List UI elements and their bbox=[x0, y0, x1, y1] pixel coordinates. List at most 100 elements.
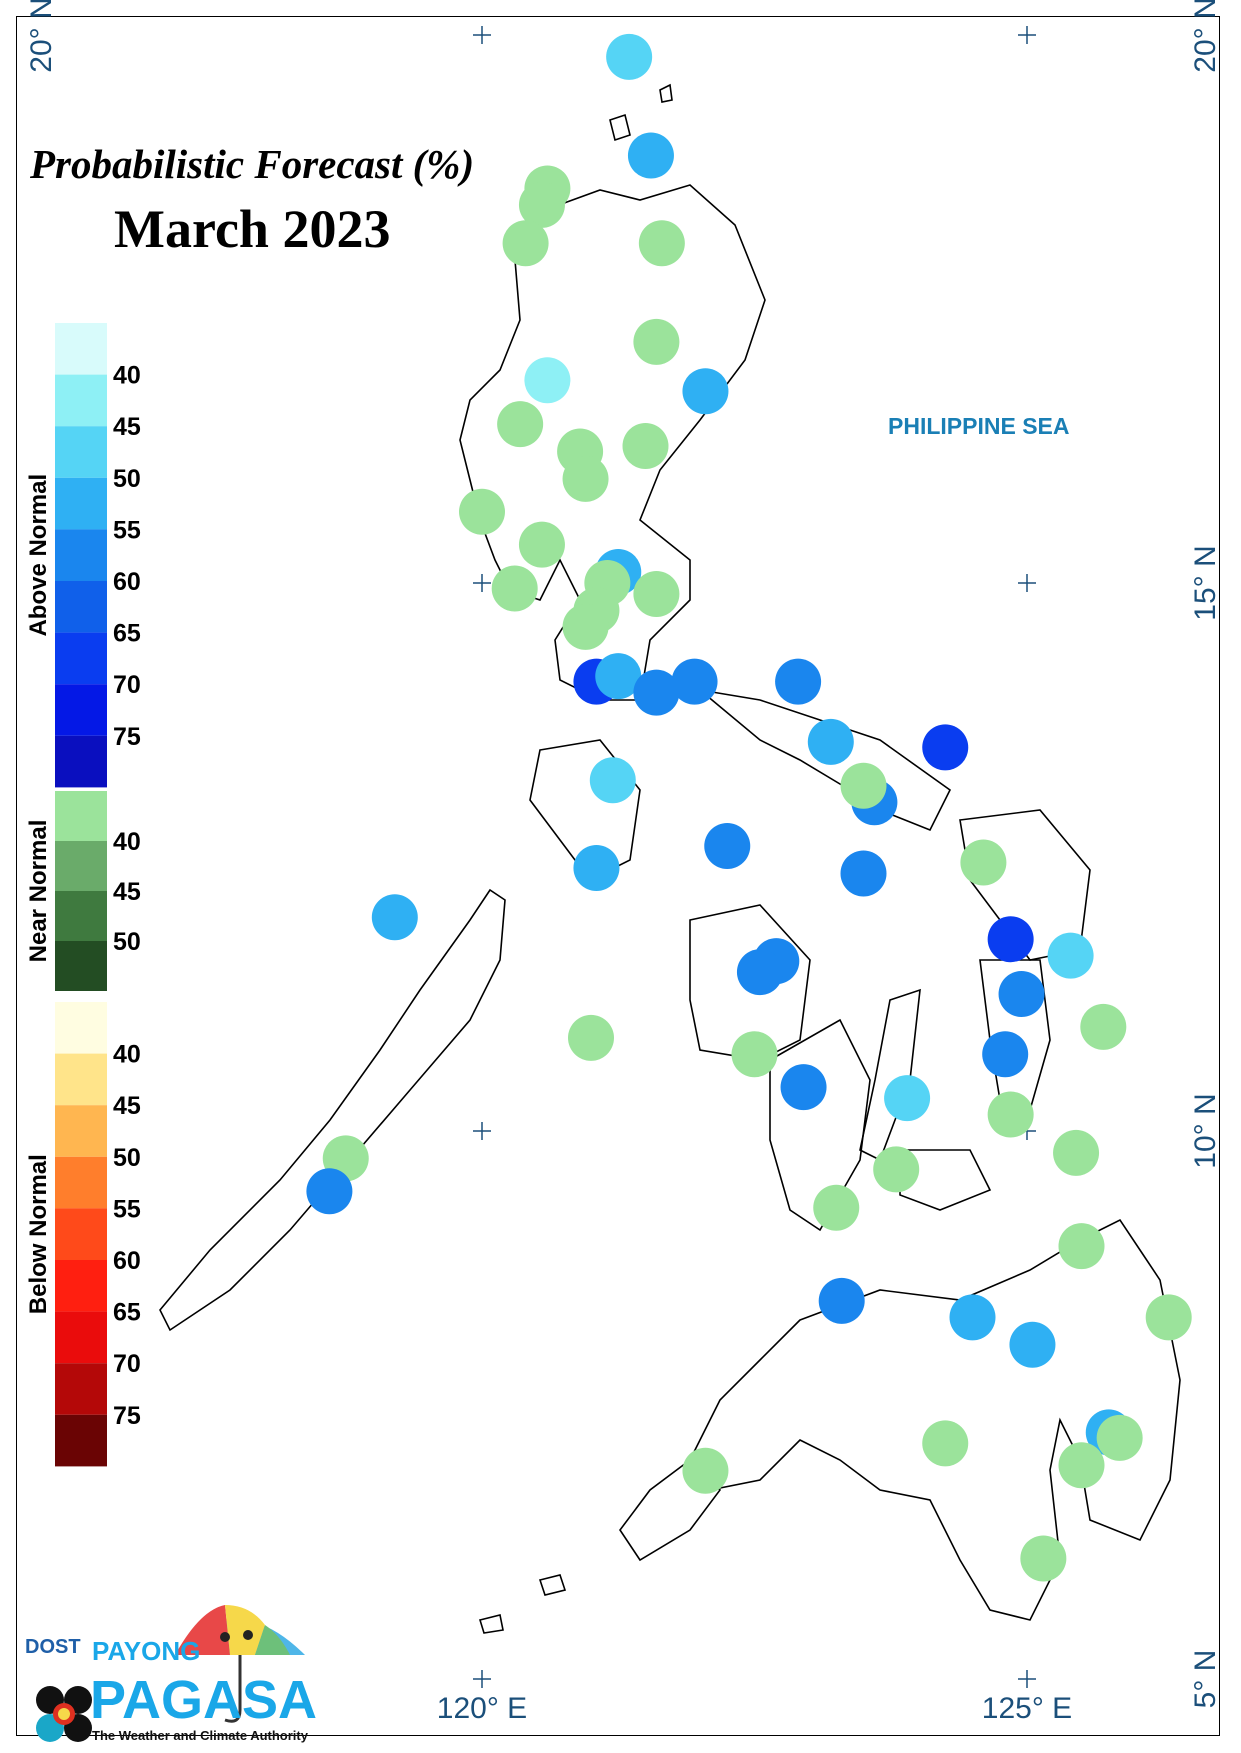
lat-label: 15° N bbox=[1189, 545, 1222, 620]
legend-group-title: Near Normal bbox=[25, 820, 52, 963]
station-marker-above bbox=[922, 724, 969, 771]
legend-label: 50 bbox=[113, 1144, 141, 1172]
umbrella-icon bbox=[175, 1605, 305, 1723]
lon-label: 125° E bbox=[982, 1692, 1072, 1725]
station-marker-near bbox=[1053, 1129, 1100, 1176]
map-frame bbox=[16, 16, 1220, 1736]
lon-label: 120° E bbox=[437, 1692, 527, 1725]
station-marker-above bbox=[987, 916, 1034, 963]
legend-label: 70 bbox=[113, 671, 141, 699]
legend-swatch bbox=[55, 581, 107, 633]
station-marker-above bbox=[682, 368, 729, 415]
station-marker-above bbox=[736, 949, 783, 996]
legend-group-title: Above Normal bbox=[25, 474, 52, 637]
station-marker-above bbox=[840, 850, 887, 897]
legend-swatch bbox=[55, 374, 107, 427]
legend-swatch bbox=[55, 1002, 107, 1054]
dost-emblem-icon bbox=[36, 1686, 92, 1742]
station-marker-near bbox=[1096, 1414, 1143, 1461]
legend-label: 60 bbox=[113, 1247, 141, 1275]
legend-swatch bbox=[55, 323, 107, 375]
station-marker-near bbox=[960, 839, 1007, 886]
coastline bbox=[159, 83, 1181, 1634]
station-markers bbox=[306, 33, 1192, 1582]
station-marker-above bbox=[1009, 1321, 1056, 1368]
station-marker-near bbox=[731, 1031, 778, 1078]
station-marker-above bbox=[627, 132, 674, 179]
station-marker-above bbox=[818, 1277, 865, 1324]
legend-label: 45 bbox=[113, 1092, 141, 1120]
axis-labels: 20° N 20° N 15° N 10° N 5° N 120° E 125° E bbox=[25, 0, 1222, 1725]
legend-swatch bbox=[55, 891, 107, 941]
legend-label: 60 bbox=[113, 568, 141, 596]
legend-group-title: Below Normal bbox=[25, 1154, 52, 1314]
station-marker-above bbox=[884, 1075, 931, 1122]
station-marker-above bbox=[633, 669, 680, 716]
legend-swatch bbox=[55, 1311, 107, 1364]
legend-label: 40 bbox=[113, 362, 141, 390]
station-marker-near bbox=[518, 521, 565, 568]
legend-swatch bbox=[55, 632, 107, 685]
legend-label: 65 bbox=[113, 620, 141, 648]
legend-swatch bbox=[55, 1363, 107, 1415]
lat-label: 5° N bbox=[1189, 1650, 1222, 1709]
station-marker-near bbox=[491, 565, 538, 612]
station-marker-near bbox=[638, 220, 685, 267]
logo-tagline: The Weather and Climate Authority bbox=[92, 1728, 309, 1743]
legend-label: 40 bbox=[113, 828, 141, 856]
station-marker-near bbox=[562, 455, 609, 502]
station-marker-near bbox=[1058, 1223, 1105, 1270]
station-marker-near bbox=[922, 1420, 969, 1467]
station-marker-near bbox=[682, 1447, 729, 1494]
legend-swatch bbox=[55, 1105, 107, 1157]
legend-swatch bbox=[55, 477, 107, 530]
station-marker-above bbox=[1047, 932, 1094, 979]
station-marker-near bbox=[1080, 1003, 1127, 1050]
legend-swatch bbox=[55, 1260, 107, 1312]
map-subtitle: March 2023 bbox=[114, 199, 391, 259]
legend-label: 70 bbox=[113, 1350, 141, 1378]
station-marker-above bbox=[775, 658, 822, 705]
lat-label: 20° N bbox=[25, 0, 58, 73]
station-marker-near bbox=[987, 1091, 1034, 1138]
station-marker-above bbox=[704, 823, 751, 870]
map-title: Probabilistic Forecast (%) bbox=[30, 141, 475, 187]
legend-label: 50 bbox=[113, 465, 141, 493]
station-marker-above bbox=[371, 894, 418, 941]
station-marker-near bbox=[497, 401, 544, 448]
legend-label: 40 bbox=[113, 1041, 141, 1069]
station-marker-near bbox=[1145, 1294, 1192, 1341]
station-marker-near bbox=[813, 1184, 860, 1231]
lat-label: 10° N bbox=[1189, 1093, 1222, 1168]
legend-label: 75 bbox=[113, 1402, 141, 1430]
legend-swatch bbox=[55, 684, 107, 736]
station-marker-above bbox=[524, 357, 571, 404]
legend-swatch bbox=[55, 735, 107, 788]
station-marker-above bbox=[780, 1064, 827, 1111]
station-marker-near bbox=[622, 423, 669, 469]
logo-line1: PAYONG bbox=[92, 1636, 200, 1666]
legend-swatch bbox=[55, 1156, 107, 1209]
legend-label: 55 bbox=[113, 1195, 141, 1223]
pagasa-logo: DOST PAYONG PAGASA The Weather and Clima… bbox=[25, 1605, 317, 1743]
station-marker-above bbox=[595, 653, 642, 700]
legend-label: 55 bbox=[113, 516, 141, 544]
station-marker-above bbox=[949, 1294, 996, 1341]
legend-swatch bbox=[55, 1414, 107, 1467]
legend-swatch bbox=[55, 841, 107, 891]
station-marker-above bbox=[306, 1168, 353, 1215]
legend-label: 50 bbox=[113, 928, 141, 956]
station-marker-near bbox=[459, 488, 505, 535]
station-marker-near bbox=[633, 318, 680, 365]
station-marker-near bbox=[840, 762, 887, 809]
station-marker-near bbox=[568, 1014, 614, 1061]
legend-swatch bbox=[55, 791, 107, 841]
station-marker-above bbox=[573, 844, 620, 891]
legend-label: 65 bbox=[113, 1299, 141, 1327]
station-marker-above bbox=[589, 757, 636, 804]
station-marker-above bbox=[606, 33, 653, 80]
station-marker-near bbox=[518, 181, 565, 228]
legend-swatch bbox=[55, 941, 107, 991]
station-marker-above bbox=[998, 971, 1045, 1017]
